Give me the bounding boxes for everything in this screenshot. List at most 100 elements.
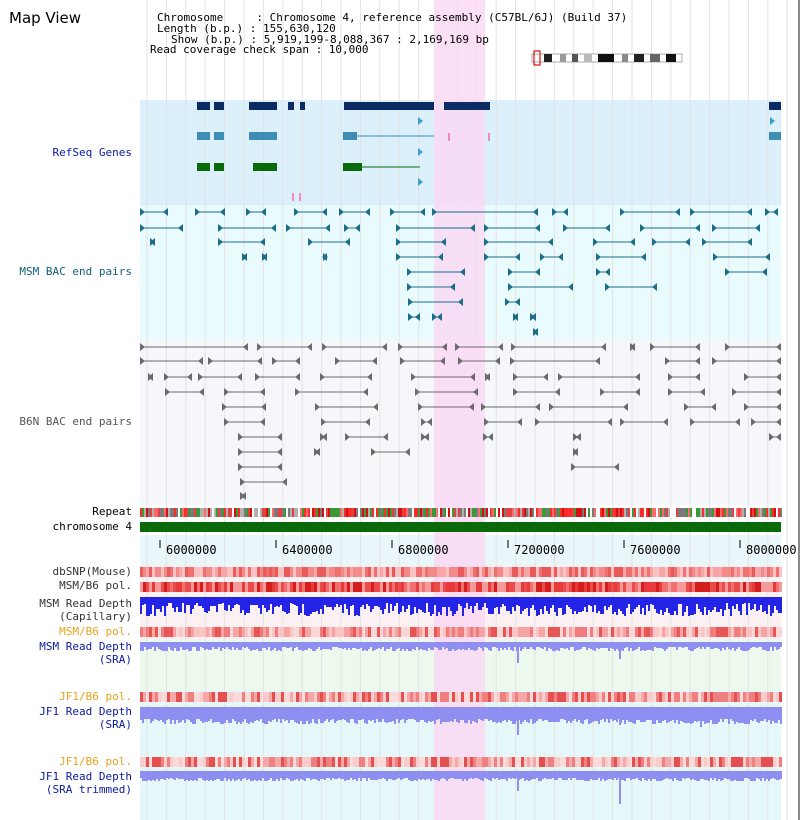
dbsnp-density: [236, 567, 239, 577]
msm-b6-pol-2-density: [407, 627, 410, 637]
dbsnp-density: [725, 567, 728, 577]
msm-b6-pol-density: [725, 582, 728, 592]
msm-bac-pair: [396, 238, 401, 246]
msm-bac-pair: [505, 298, 510, 306]
repeat-feature: [322, 508, 324, 517]
msm-b6-pol-2-density: [452, 627, 455, 637]
msm-sra-depth-bar: [706, 642, 708, 647]
jf1-sra-depth-bar: [250, 707, 252, 722]
jf1-sra-depth-bar: [172, 707, 174, 720]
dbsnp-density: [416, 567, 419, 577]
jf1-trimmed-depth-bar: [718, 771, 720, 779]
msm-sra-depth-bar: [526, 642, 528, 649]
repeat-feature: [758, 508, 760, 517]
track-label-refseq[interactable]: RefSeq Genes: [52, 146, 132, 159]
track-label-jf1-b6-pol-1[interactable]: JF1/B6 pol.: [59, 690, 132, 703]
repeat-feature: [474, 508, 476, 517]
jf1-b6-pol-2-density: [239, 757, 242, 767]
jf1-trimmed-depth-bar: [694, 771, 696, 780]
msm-bac-pair: [408, 313, 413, 321]
b6n-bac-pair: [295, 388, 300, 396]
track-label-chromosome[interactable]: chromosome 4: [52, 520, 132, 533]
jf1-sra-depth-bar: [364, 707, 366, 723]
track-label-msm-read-capillary[interactable]: MSM Read Depth: [39, 597, 132, 610]
msm-bac-pair: [773, 208, 778, 216]
jf1-sra-depth-bar: [504, 707, 506, 720]
jf1-b6-pol-density: [566, 692, 569, 702]
jf1-b6-pol-2-density: [341, 757, 344, 767]
jf1-b6-pol-2-density: [689, 757, 692, 767]
jf1-sra-depth-bar: [520, 707, 522, 724]
msm-b6-pol-density: [776, 582, 779, 592]
msm-b6-pol-2-density: [548, 627, 551, 637]
msm-sra-depth-bar: [440, 642, 442, 650]
jf1-b6-pol-2-density: [278, 757, 281, 767]
repeat-feature: [464, 508, 466, 517]
msm-sra-depth-bar: [546, 642, 548, 651]
b6n-bac-pair: [601, 343, 606, 351]
msm-b6-pol-2-density: [569, 627, 572, 637]
repeat-feature: [604, 508, 606, 517]
msm-sra-depth-bar: [698, 642, 700, 647]
track-label-msm-b6-pol-2[interactable]: MSM/B6 pol.: [59, 625, 132, 638]
jf1-sra-depth-bar: [556, 707, 558, 722]
jf1-trimmed-depth-bar: [404, 771, 406, 778]
msm-bac-pair: [396, 224, 401, 232]
jf1-sra-depth-bar: [328, 707, 330, 722]
jf1-sra-depth-bar: [680, 707, 682, 721]
jf1-b6-pol-2-density: [155, 757, 158, 767]
repeat-feature: [194, 508, 196, 517]
msm-b6-pol-2-density: [413, 627, 416, 637]
track-label-msm-read-sra[interactable]: MSM Read Depth: [39, 640, 132, 653]
repeat-feature: [482, 508, 484, 517]
dbsnp-density: [779, 567, 782, 577]
dbsnp-density: [395, 567, 398, 577]
jf1-trimmed-depth-bar: [494, 771, 496, 779]
track-label-dbsnp[interactable]: dbSNP(Mouse): [52, 565, 132, 578]
jf1-sra-depth-bar: [700, 707, 702, 727]
jf1-trimmed-depth-bar: [602, 771, 604, 779]
track-label-jf1-read-sra[interactable]: JF1 Read Depth: [39, 705, 132, 718]
repeat-feature: [224, 508, 226, 517]
dbsnp-density: [563, 567, 566, 577]
track-label-jf1-b6-pol-2[interactable]: JF1/B6 pol.: [59, 755, 132, 768]
dbsnp-density: [161, 567, 164, 577]
track-label-jf1-read-trimmed[interactable]: JF1 Read Depth: [39, 770, 132, 783]
jf1-sra-depth-bar: [486, 707, 488, 719]
msm-sra-depth-bar: [404, 642, 406, 651]
jf1-trimmed-depth-bar: [342, 771, 344, 779]
b6n-bac-pair: [277, 433, 282, 441]
msm-sra-depth-bar: [748, 642, 750, 650]
track-label-b6n-bac[interactable]: B6N BAC end pairs: [19, 415, 132, 428]
jf1-trimmed-depth-bar: [344, 771, 346, 781]
msm-sra-depth-bar: [544, 642, 546, 647]
msm-sra-depth-bar: [736, 642, 738, 649]
dbsnp-density: [524, 567, 527, 577]
jf1-b6-pol-2-density: [485, 757, 488, 767]
ideogram-band: [622, 54, 628, 62]
jf1-b6-pol-2-density: [452, 757, 455, 767]
msm-b6-pol-2-density: [155, 627, 158, 637]
msm-sra-depth-bar: [368, 642, 370, 649]
repeat-feature: [542, 508, 544, 517]
msm-capillary-depth-bar: [364, 597, 366, 609]
jf1-b6-pol-2-density: [773, 757, 776, 767]
msm-sra-depth-bar: [524, 642, 526, 647]
jf1-trimmed-depth-bar: [228, 771, 230, 779]
msm-b6-pol-2-density: [344, 627, 347, 637]
msm-capillary-depth-bar: [150, 597, 152, 614]
msm-bac-pair: [515, 253, 520, 261]
track-label-msm-bac[interactable]: MSM BAC end pairs: [19, 265, 132, 278]
dbsnp-density: [683, 567, 686, 577]
msm-b6-pol-2-density: [218, 627, 221, 637]
jf1-trimmed-depth-bar: [696, 771, 698, 781]
jf1-sra-depth-bar: [510, 707, 512, 721]
track-label-repeat[interactable]: Repeat: [92, 505, 132, 518]
msm-b6-pol-2-density: [338, 627, 341, 637]
jf1-b6-pol-density: [191, 692, 194, 702]
track-label-msm-b6-pol-1[interactable]: MSM/B6 pol.: [59, 579, 132, 592]
jf1-trimmed-depth-bar: [652, 771, 654, 779]
jf1-sra-depth-bar: [236, 707, 238, 724]
msm-capillary-depth-bar: [532, 597, 534, 605]
